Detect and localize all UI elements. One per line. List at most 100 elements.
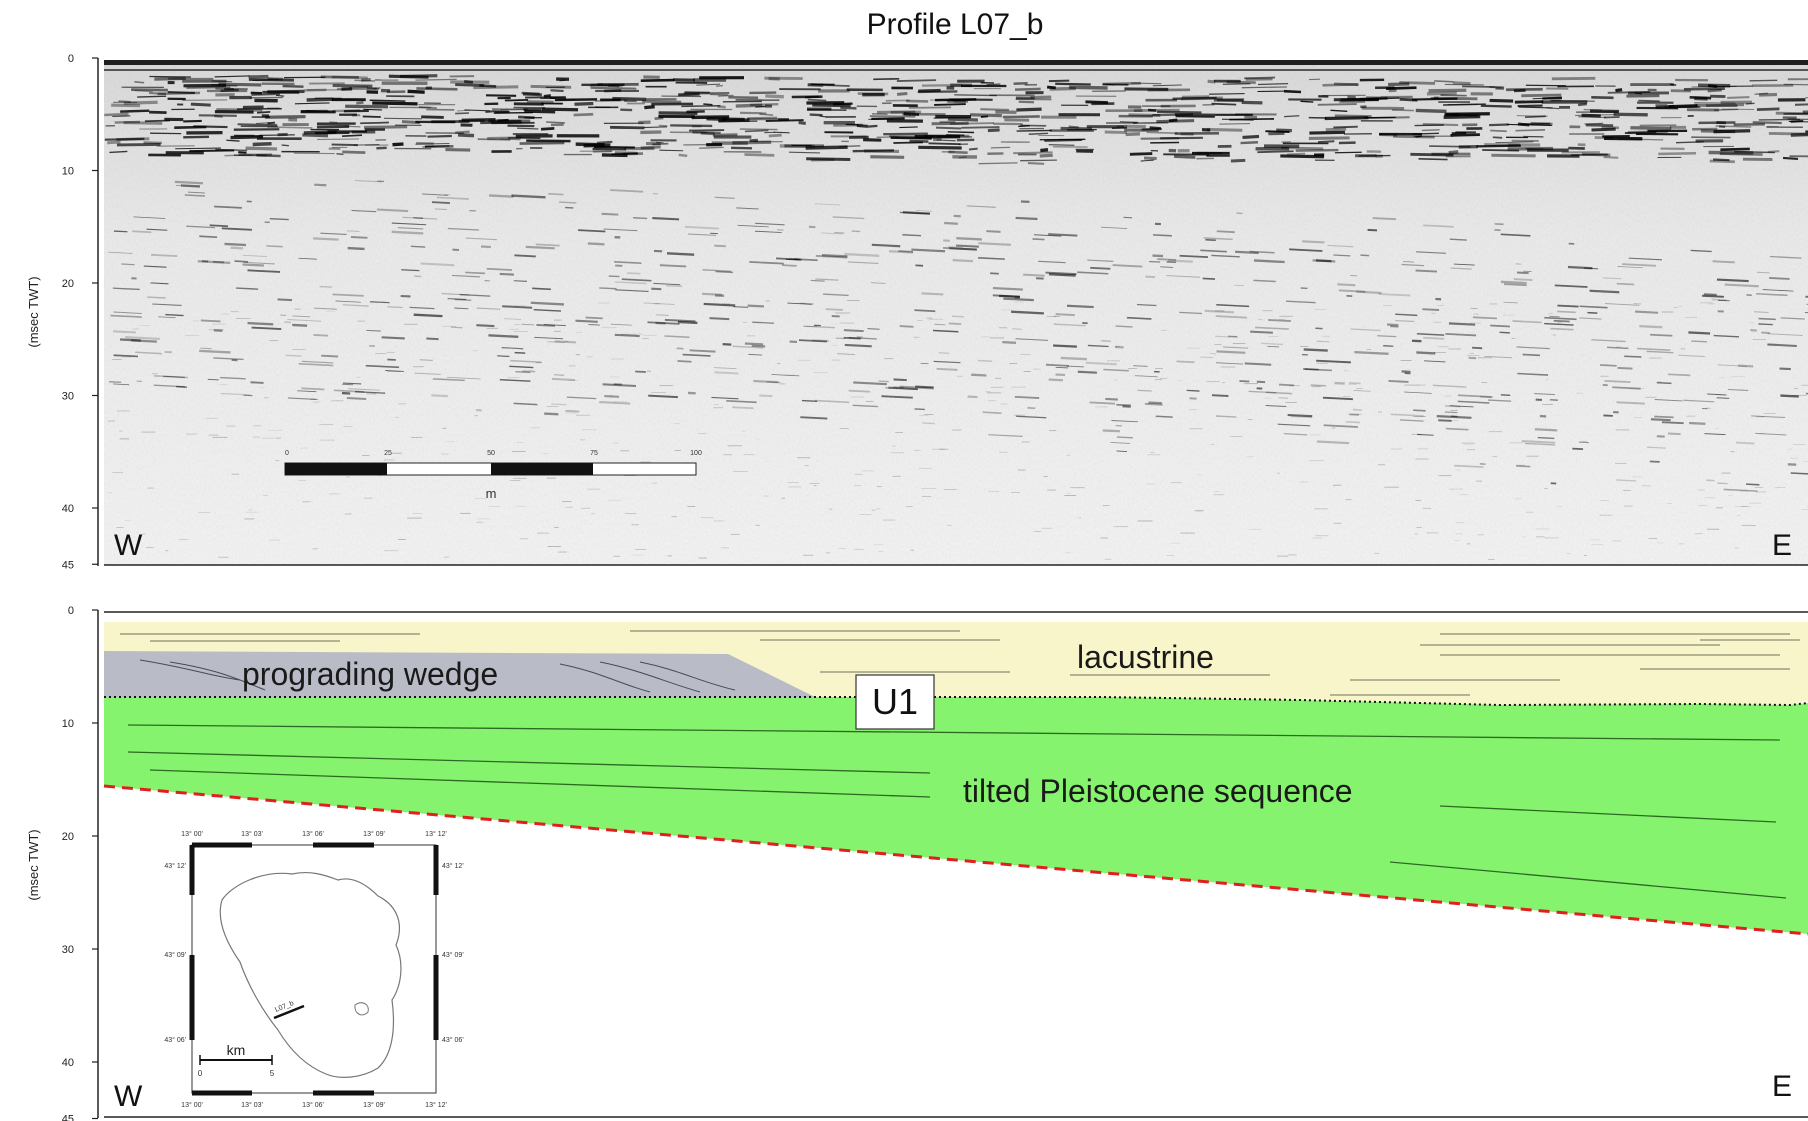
deep-reflector (1723, 488, 1758, 492)
deep-reflector (814, 203, 841, 206)
deep-reflector (1152, 254, 1164, 258)
deep-reflector (749, 261, 784, 265)
deep-reflector (834, 231, 845, 234)
bottom-y-tick-label-4: 40 (62, 1057, 74, 1069)
shallow-reflector (1415, 108, 1447, 114)
deep-reflector (113, 330, 136, 334)
shallow-reflector (934, 103, 966, 106)
shallow-reflector (749, 138, 759, 143)
shallow-reflector (1489, 86, 1502, 89)
shallow-reflector (144, 119, 170, 123)
deep-reflector (1487, 399, 1512, 402)
deep-reflector (655, 321, 666, 325)
deep-reflector (1432, 384, 1467, 388)
shallow-reflector (1708, 84, 1718, 88)
shallow-reflector (500, 138, 521, 141)
shallow-reflector (356, 101, 364, 105)
shallow-reflector (1039, 153, 1053, 158)
shallow-reflector (415, 142, 450, 145)
deep-reflector (1472, 316, 1497, 320)
profile-track (273, 1004, 305, 1020)
shallow-reflector (245, 146, 278, 151)
deep-reflector (1253, 279, 1276, 283)
shallow-reflector (1016, 129, 1052, 132)
deep-reflector (1678, 354, 1706, 358)
deep-reflector (1401, 263, 1425, 267)
shallow-reflector (968, 147, 978, 151)
deep-reflector (1602, 277, 1622, 280)
shallow-reflector (1241, 86, 1287, 89)
deep-reflector (530, 301, 565, 306)
shallow-reflector (214, 114, 223, 118)
bottom-y-axis: 0 10 20 30 40 45 (msec TWT) (26, 605, 99, 1121)
shallow-reflector (193, 125, 228, 129)
deep-reflector (754, 230, 782, 233)
deep-reflector (1578, 441, 1589, 444)
deep-reflector (982, 411, 1002, 414)
shallow-reflector (354, 79, 375, 82)
deep-reflector (1277, 423, 1311, 427)
deep-reflector (1654, 415, 1674, 419)
shallow-reflector (678, 153, 688, 158)
deep-reflector (1417, 433, 1434, 436)
shallow-reflector (986, 83, 1001, 86)
top-y-tick-label-2: 20 (62, 278, 74, 290)
deep-reflector (543, 324, 566, 327)
shallow-reflector (1333, 82, 1359, 87)
shallow-reflector (1517, 122, 1530, 127)
shallow-reflector (773, 131, 790, 134)
deep-reflector (391, 222, 427, 226)
shallow-reflector (134, 81, 145, 84)
deep-reflector (1315, 259, 1332, 263)
shallow-reflector (1308, 136, 1350, 140)
deep-reflector (751, 344, 766, 348)
deep-reflector (943, 246, 977, 251)
shallow-reflector (1040, 148, 1049, 153)
shallow-reflector (856, 123, 869, 128)
deep-reflector (1790, 472, 1808, 475)
shallow-reflector (294, 102, 330, 105)
shallow-reflector (1325, 127, 1347, 132)
shallow-reflector (1546, 107, 1560, 110)
shallow-reflector (1119, 121, 1139, 124)
deep-reflector (911, 248, 946, 253)
deep-reflector (689, 349, 716, 353)
deep-reflector (1524, 442, 1556, 446)
deep-reflector (297, 390, 317, 393)
deep-reflector (1654, 399, 1683, 402)
bottom-y-axis-label: (msec TWT) (26, 829, 41, 900)
shallow-reflector (642, 99, 682, 104)
deep-reflector (346, 396, 367, 400)
shallow-reflector (1720, 147, 1750, 152)
deep-reflector (1517, 372, 1549, 376)
shallow-reflector (607, 84, 620, 88)
deep-reflector (626, 272, 641, 275)
shallow-reflector (1443, 103, 1486, 106)
deep-reflector (956, 236, 982, 241)
deep-reflector (1003, 297, 1034, 302)
shallow-reflector (659, 149, 684, 152)
shallow-reflector (961, 126, 1000, 129)
shallow-reflector (345, 104, 389, 109)
deep-reflector (747, 304, 765, 308)
shallow-reflector (759, 113, 774, 116)
shallow-reflector (1434, 80, 1454, 83)
deep-reflector (1549, 315, 1560, 318)
deep-reflector (1060, 356, 1088, 361)
deep-reflector (1621, 263, 1657, 267)
figure-title: Profile L07_b (867, 8, 1044, 41)
shallow-reflector (768, 133, 782, 138)
deep-reflector (200, 347, 212, 350)
deep-reflector (476, 307, 501, 310)
shallow-reflector (1347, 95, 1356, 100)
shallow-reflector (120, 109, 150, 113)
shallow-reflector (361, 78, 371, 82)
deep-reflector (532, 287, 551, 291)
shallow-reflector (601, 153, 628, 158)
deep-reflector (733, 306, 749, 309)
shallow-reflector (1146, 131, 1178, 135)
deep-reflector (938, 352, 950, 354)
deep-reflector (1216, 350, 1246, 354)
deep-reflector (1717, 482, 1728, 485)
shallow-reflector (455, 130, 470, 134)
